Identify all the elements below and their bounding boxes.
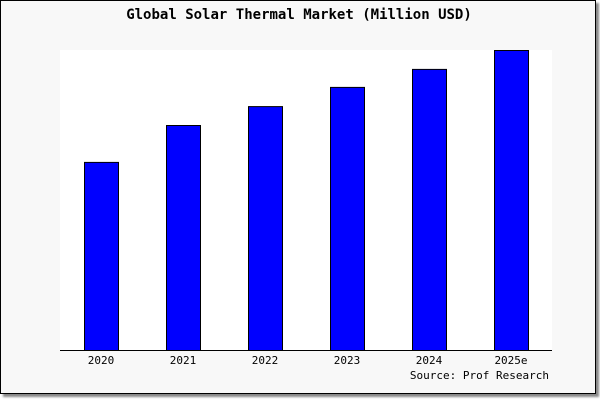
- bar-2024: [412, 68, 447, 352]
- x-tick-label: 2024: [416, 354, 443, 367]
- bar-2022: [248, 106, 283, 351]
- bar-2020: [84, 161, 119, 351]
- x-tick-label: 2022: [252, 354, 279, 367]
- x-tick-label: 2021: [170, 354, 197, 367]
- x-tick-label: 2020: [88, 354, 115, 367]
- x-tick-label: 2025e: [494, 354, 527, 367]
- chart-title: Global Solar Thermal Market (Million USD…: [126, 7, 472, 23]
- bar-2021: [166, 125, 201, 351]
- x-tick-label: 2023: [334, 354, 361, 367]
- bar-2023: [330, 86, 365, 352]
- bar-2025e: [494, 50, 529, 351]
- plot-area: [60, 50, 552, 350]
- source-note: Source: Prof Research: [410, 369, 549, 382]
